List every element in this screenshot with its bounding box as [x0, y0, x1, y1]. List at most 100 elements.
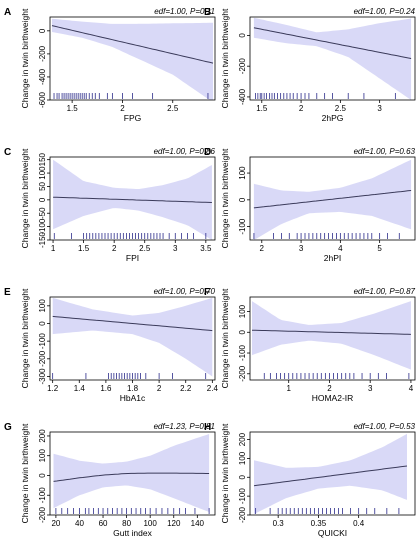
panel-a: 1.5 2 2.5 -600 -400 -200 0 FPG Change in twin bi…	[4, 7, 216, 123]
fit-line	[53, 472, 210, 482]
confidence-band	[254, 433, 407, 515]
plot-frame	[249, 296, 416, 381]
x-tick-label: 1.4	[74, 384, 86, 393]
x-tick-label: 20	[51, 519, 60, 528]
x-tick-label: 3	[173, 244, 178, 253]
x-tick-label: 0.4	[353, 519, 365, 528]
x-tick-label: 4	[409, 384, 414, 393]
y-tick-label: -50	[38, 207, 47, 219]
x-tick-label: 1.6	[100, 384, 112, 393]
panel-letter: H	[204, 422, 211, 433]
x-tick-label: 40	[75, 519, 84, 528]
y-tick-label: -400	[38, 68, 47, 85]
y-axis-label: Change in twin birthweight	[220, 288, 230, 388]
y-tick-label: -200	[38, 45, 47, 62]
x-tick-label: 2.5	[335, 104, 347, 113]
panel-d: 2 3 4 5 -100 0 100 2hPI Change in twin birthweig…	[204, 147, 416, 263]
panel-h: 0.3 0.35 0.4 -200-100 0 100 200 QUICKI Change in…	[204, 422, 416, 538]
x-tick-label: 2	[112, 244, 117, 253]
panel-letter: E	[4, 287, 11, 298]
y-axis-label: Change in twin birthweight	[20, 423, 30, 523]
x-tick-label: 1.5	[256, 104, 268, 113]
x-tick-label: 3	[299, 244, 304, 253]
x-tick-label: 0.3	[273, 519, 285, 528]
x-tick-label: 100	[143, 519, 157, 528]
x-tick-label: 1.5	[78, 244, 90, 253]
stat-label: edf=1.00, P=0.24	[354, 7, 416, 16]
fit-line	[251, 329, 411, 335]
y-tick-label: -100	[238, 488, 247, 505]
x-tick-label: 5	[377, 244, 382, 253]
x-tick-label: 140	[191, 519, 205, 528]
y-tick-label: -200	[238, 58, 247, 75]
x-tick-label: 1.8	[127, 384, 139, 393]
y-tick-label: 0	[38, 321, 47, 326]
y-tick-label: 0	[238, 474, 247, 479]
y-tick-label: -300	[38, 368, 47, 385]
x-axis-label: Gutt index	[113, 528, 152, 538]
plot-frame	[49, 156, 216, 241]
plot-frame	[249, 16, 416, 101]
plot-frame	[249, 156, 416, 241]
y-tick-label: 150	[38, 152, 47, 166]
y-tick-label: -100	[38, 218, 47, 235]
stat-label: edf=1.00, P=0.70	[154, 287, 216, 296]
plot-frame	[49, 431, 216, 516]
panel-e: 1.2 1.4 1.6 1.8 2 2.2 2.4 -300-200-100 0 100 HbA1c…	[4, 287, 218, 403]
panel-b: 1.5 2 2.5 3 -400 -200 0 2hPG Change in twin birt…	[204, 7, 416, 123]
x-axis-label: 2hPI	[324, 253, 342, 263]
y-tick-label: 0	[38, 28, 47, 33]
x-axis-label: HbA1c	[120, 393, 146, 403]
stat-label: edf=1.00, P=0.53	[354, 422, 416, 431]
x-tick-label: 2	[299, 104, 304, 113]
x-tick-label: 4	[338, 244, 343, 253]
panel-letter: F	[204, 287, 210, 298]
x-tick-label: 3	[368, 384, 373, 393]
x-axis-label: 2hPG	[322, 113, 344, 123]
panel-letter: B	[204, 7, 211, 18]
y-axis-label: Change in twin birthweight	[220, 423, 230, 523]
y-tick-label: -200	[238, 506, 247, 523]
x-tick-label: 1.2	[47, 384, 59, 393]
plot-frame	[249, 431, 416, 516]
y-axis-label: Change in twin birthweight	[20, 8, 30, 108]
confidence-band	[52, 297, 213, 377]
plot-frame	[49, 16, 216, 101]
y-tick-label: -100	[38, 487, 47, 504]
y-tick-label: -400	[238, 88, 247, 105]
y-tick-label: 50	[38, 181, 47, 190]
x-axis-label: QUICKI	[318, 528, 347, 538]
x-tick-label: 3.5	[200, 244, 212, 253]
y-tick-label: 100	[238, 304, 247, 318]
x-tick-label: 1	[286, 384, 291, 393]
x-tick-label: 80	[122, 519, 131, 528]
y-tick-label: -200	[238, 365, 247, 382]
y-tick-label: -200	[38, 350, 47, 367]
y-axis-label: Change in twin birthweight	[220, 148, 230, 248]
x-tick-label: 1.5	[67, 104, 79, 113]
confidence-band	[253, 159, 412, 240]
y-axis-label: Change in twin birthweight	[20, 148, 30, 248]
panel-letter: D	[204, 147, 211, 158]
x-tick-label: 0.35	[311, 519, 327, 528]
x-tick-label: 2	[157, 384, 162, 393]
x-tick-label: 1	[51, 244, 56, 253]
x-tick-label: 2	[260, 244, 265, 253]
y-tick-label: 0	[238, 33, 247, 38]
confidence-band	[252, 301, 411, 370]
y-axis-label: Change in twin birthweight	[20, 288, 30, 388]
y-tick-label: 200	[238, 432, 247, 446]
stat-label: edf=1.00, P=0.86	[154, 147, 216, 156]
x-axis-label: HOMA2-IR	[312, 393, 354, 403]
fit-line	[253, 27, 412, 59]
stat-label: edf=1.00, P=0.63	[354, 147, 416, 156]
stat-label: edf=1.00, P=0.11	[154, 7, 215, 16]
panel-letter: C	[4, 147, 11, 158]
y-tick-label: 100	[238, 451, 247, 465]
stat-label: edf=1.00, P=0.87	[354, 287, 416, 296]
x-tick-label: 2.2	[180, 384, 192, 393]
x-tick-label: 3	[377, 104, 382, 113]
stat-label: edf=1.23, P=0.81	[154, 422, 215, 431]
